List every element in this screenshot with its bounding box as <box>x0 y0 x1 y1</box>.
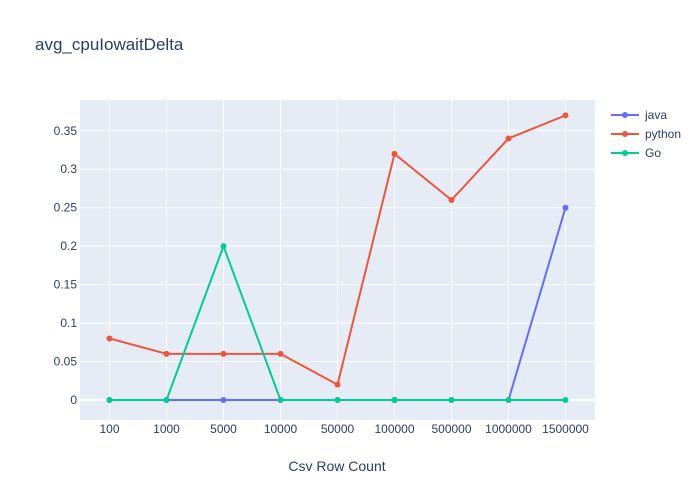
data-point-python[interactable] <box>448 197 455 203</box>
x-tick-label: 50000 <box>321 422 355 436</box>
y-axis-ticks: 0 0.05 0.1 0.15 0.2 0.25 0.3 0.35 <box>54 124 78 407</box>
legend-item-go[interactable]: Go <box>611 146 661 160</box>
legend-marker-python <box>622 131 628 137</box>
x-tick-label: 100000 <box>374 422 414 436</box>
data-point-python[interactable] <box>220 350 227 357</box>
y-tick-label: 0.3 <box>60 162 77 176</box>
legend-item-java[interactable]: java <box>611 108 667 122</box>
x-tick-label: 1000 <box>153 422 180 436</box>
data-point-go[interactable] <box>163 397 170 403</box>
x-tick-label: 100 <box>99 422 119 436</box>
legend-label-java: java <box>644 108 667 122</box>
y-tick-label: 0.35 <box>54 124 78 138</box>
data-point-python[interactable] <box>505 135 512 142</box>
x-axis-label: Csv Row Count <box>288 458 385 474</box>
y-tick-label: 0 <box>70 393 77 407</box>
data-point-go[interactable] <box>277 397 284 403</box>
data-point-go[interactable] <box>334 397 341 403</box>
legend-marker-go <box>622 150 628 156</box>
data-point-go[interactable] <box>448 397 455 403</box>
x-tick-label: 1000000 <box>485 422 532 436</box>
y-tick-label: 0.2 <box>60 239 77 253</box>
legend-item-python[interactable]: python <box>611 127 681 141</box>
legend: java python Go <box>611 108 681 160</box>
data-point-go[interactable] <box>391 397 398 403</box>
legend-marker-java <box>622 112 628 118</box>
data-point-python[interactable] <box>277 350 284 357</box>
series-python <box>106 112 569 388</box>
data-point-go[interactable] <box>562 397 569 403</box>
data-point-python[interactable] <box>163 350 170 357</box>
y-tick-label: 0.1 <box>60 316 77 330</box>
x-tick-label: 5000 <box>210 422 237 436</box>
legend-label-go: Go <box>645 146 661 160</box>
data-point-go[interactable] <box>220 243 227 250</box>
x-tick-label: 500000 <box>431 422 471 436</box>
data-point-java[interactable] <box>562 204 569 211</box>
data-point-python[interactable] <box>391 150 398 157</box>
y-tick-label: 0.05 <box>54 355 78 369</box>
data-point-python[interactable] <box>334 381 341 388</box>
chart-title: avg_cpuIowaitDelta <box>35 35 184 54</box>
series-layer <box>106 112 569 403</box>
data-point-java[interactable] <box>220 397 227 403</box>
data-point-go[interactable] <box>106 397 113 403</box>
x-tick-label: 10000 <box>264 422 298 436</box>
data-point-python[interactable] <box>106 335 113 342</box>
legend-label-python: python <box>645 127 681 141</box>
x-axis-ticks: 100 1000 5000 10000 50000 100000 500000 1000000… <box>99 422 589 436</box>
series-go <box>106 243 569 403</box>
data-point-go[interactable] <box>505 397 512 403</box>
y-tick-label: 0.25 <box>54 201 78 215</box>
y-tick-label: 0.15 <box>54 278 78 292</box>
x-tick-label: 1500000 <box>542 422 589 436</box>
data-point-python[interactable] <box>562 112 569 119</box>
